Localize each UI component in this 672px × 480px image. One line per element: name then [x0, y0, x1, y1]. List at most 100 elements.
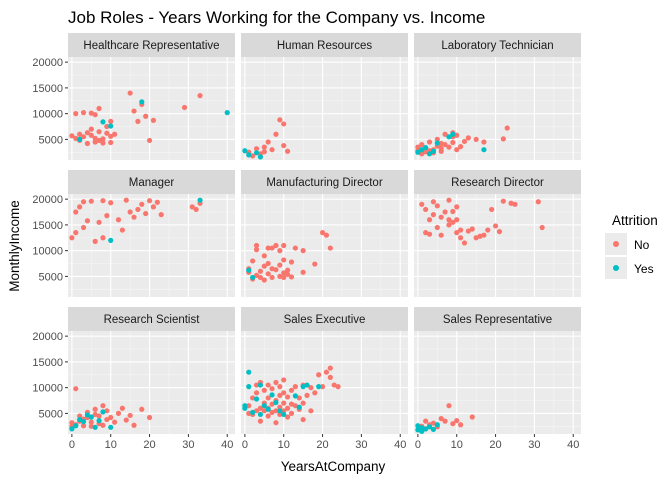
point-no — [273, 267, 279, 273]
strip-label: Healthcare Representative — [83, 40, 219, 52]
panel-background — [241, 331, 408, 434]
y-tick-label: 20000 — [32, 331, 63, 343]
point-yes — [277, 408, 283, 414]
point-no — [312, 261, 318, 267]
point-no — [108, 118, 114, 124]
x-tick-label: 30 — [355, 439, 367, 451]
point-no — [458, 144, 464, 150]
point-no — [434, 203, 440, 209]
point-no — [450, 208, 456, 215]
point-no — [458, 227, 464, 233]
point-yes — [246, 384, 252, 390]
point-no — [269, 386, 275, 392]
point-yes — [253, 396, 260, 402]
point-no — [96, 413, 102, 419]
point-yes — [316, 384, 322, 390]
strip-label: Manager — [129, 177, 175, 189]
point-yes — [88, 414, 94, 420]
point-no — [419, 201, 425, 207]
strip-label: Sales Representative — [443, 314, 552, 326]
x-tick-label: 0 — [415, 439, 421, 451]
point-no — [265, 245, 271, 251]
point-no — [119, 405, 125, 411]
point-no — [300, 269, 306, 275]
point-no — [438, 232, 444, 238]
point-no — [288, 387, 295, 393]
point-no — [454, 217, 460, 223]
point-no — [143, 113, 149, 119]
point-no — [277, 117, 283, 123]
point-no — [119, 227, 125, 233]
legend: Attrition No Yes — [605, 213, 658, 279]
y-tick-label: 10000 — [32, 109, 63, 121]
strip-label: Laboratory Technician — [441, 40, 553, 52]
point-yes — [77, 416, 83, 423]
point-no — [415, 144, 421, 150]
point-no — [69, 133, 75, 139]
point-yes — [197, 197, 203, 203]
x-tick-label: 40 — [567, 439, 579, 451]
point-yes — [108, 237, 114, 243]
point-no — [292, 384, 298, 390]
point-no — [281, 257, 287, 263]
point-no — [450, 421, 456, 427]
point-no — [112, 131, 118, 137]
point-no — [265, 260, 271, 267]
point-no — [281, 242, 287, 249]
panel-background — [241, 194, 408, 297]
point-no — [96, 105, 102, 112]
point-yes — [257, 154, 264, 160]
strip-sales-representative — [414, 307, 581, 331]
x-tick-label: 20 — [316, 439, 328, 451]
point-yes — [250, 274, 256, 281]
point-no — [285, 394, 291, 400]
point-yes — [100, 409, 106, 415]
strip-manufacturing-director — [241, 170, 408, 194]
y-tick-label: 20000 — [32, 194, 63, 206]
point-yes — [139, 99, 145, 105]
point-no — [512, 201, 518, 207]
point-yes — [73, 423, 79, 429]
point-yes — [426, 151, 433, 157]
point-no — [131, 422, 137, 428]
point-no — [123, 417, 129, 423]
point-no — [312, 390, 318, 396]
strip-label: Sales Executive — [284, 314, 366, 326]
point-no — [281, 408, 287, 414]
point-yes — [415, 149, 421, 155]
y-tick-label: 10000 — [32, 383, 63, 395]
point-no — [442, 418, 448, 424]
point-no — [300, 400, 306, 406]
strip-label: Research Scientist — [104, 314, 201, 326]
point-no — [80, 134, 87, 140]
point-yes — [100, 119, 106, 125]
point-no — [69, 235, 75, 241]
point-no — [434, 136, 440, 142]
point-no — [446, 144, 452, 150]
point-no — [288, 401, 295, 407]
x-tick-label: 10 — [451, 439, 463, 451]
point-no — [112, 419, 118, 425]
panel-background — [68, 57, 235, 160]
point-yes — [80, 419, 87, 425]
point-no — [500, 136, 506, 142]
point-yes — [69, 426, 75, 432]
point-no — [273, 408, 279, 414]
point-no — [465, 135, 471, 141]
point-no — [285, 405, 291, 411]
point-no — [127, 209, 133, 215]
point-no — [473, 136, 479, 142]
point-no — [277, 248, 283, 254]
point-yes — [423, 426, 429, 432]
point-no — [100, 198, 106, 204]
point-no — [285, 414, 291, 420]
point-no — [139, 406, 145, 412]
point-no — [469, 414, 475, 420]
point-yes — [273, 399, 279, 406]
point-no — [96, 219, 102, 225]
point-no — [277, 262, 283, 268]
point-no — [288, 410, 295, 416]
point-no — [281, 377, 287, 383]
point-no — [323, 232, 330, 238]
y-tick-label: 15000 — [32, 357, 63, 369]
